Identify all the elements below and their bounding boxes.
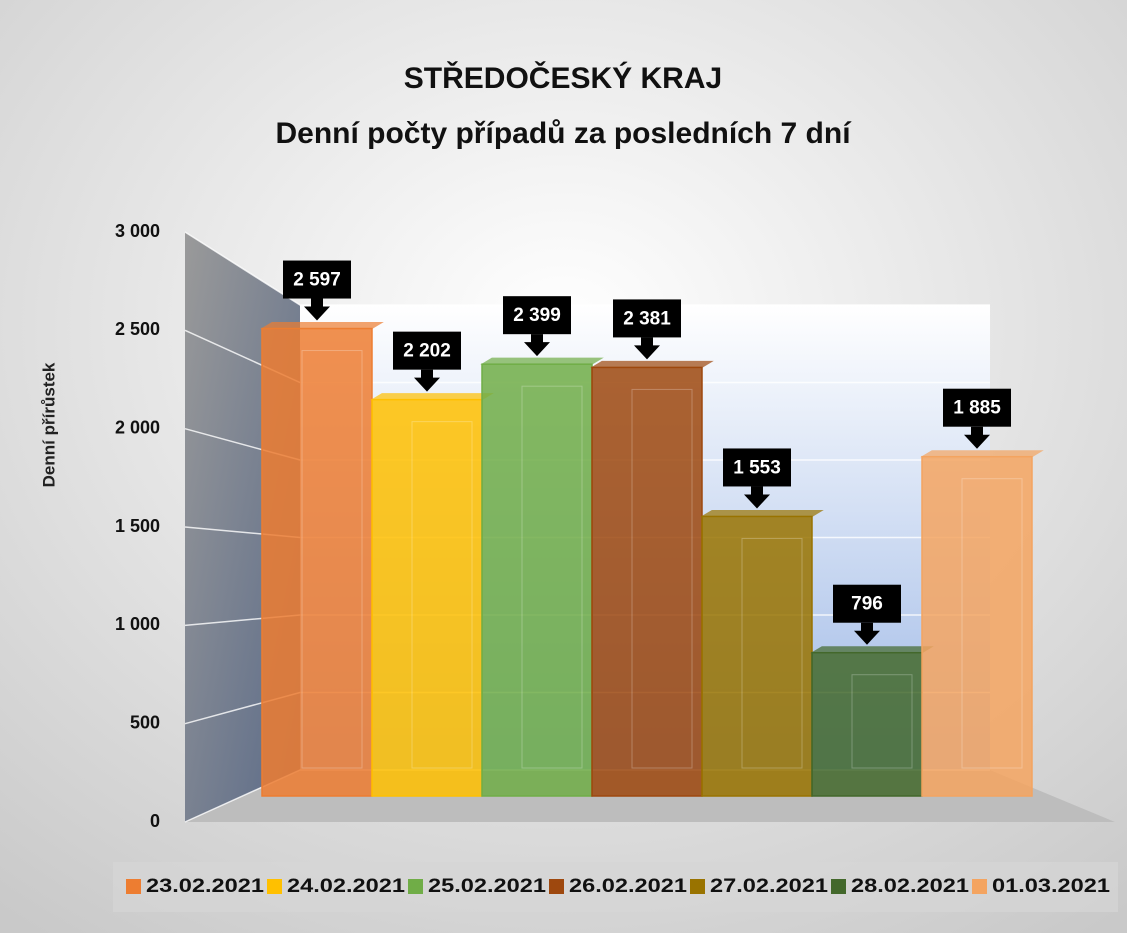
data-label: 2 202 — [403, 341, 451, 362]
legend-label: 28.02.2021 — [851, 876, 970, 897]
data-label-box — [943, 388, 1011, 427]
bar — [921, 455, 1033, 797]
bar — [591, 366, 703, 797]
bar-inner — [631, 388, 693, 769]
y-axis-label: Denní přírůstek — [39, 362, 58, 487]
bar-inner — [851, 674, 913, 769]
chart-subtitle: Denní počty případů za posledních 7 dní — [275, 117, 852, 150]
data-label-arrow — [304, 298, 330, 321]
data-label-box — [393, 331, 461, 370]
legend-swatch — [126, 879, 141, 894]
bar-inner — [411, 421, 473, 769]
data-label: 2 399 — [513, 305, 561, 326]
bar — [481, 363, 593, 797]
data-label-arrow — [854, 622, 880, 645]
y-tick-label: 1 000 — [115, 614, 160, 634]
data-label-arrow — [414, 369, 440, 392]
legend-label: 27.02.2021 — [710, 876, 829, 897]
bar-top — [260, 322, 384, 330]
data-label-box — [613, 299, 681, 338]
data-label-arrow — [634, 337, 660, 360]
legend-label: 26.02.2021 — [569, 876, 688, 897]
bar-inner — [521, 385, 583, 769]
bar-inner — [961, 478, 1023, 769]
y-tick-label: 500 — [130, 712, 160, 732]
bar — [261, 327, 373, 797]
y-tick-label: 1 500 — [115, 516, 160, 536]
bar — [371, 398, 483, 797]
data-label: 2 597 — [293, 270, 341, 291]
legend-swatch — [408, 879, 423, 894]
bar-top — [920, 450, 1044, 458]
data-label-arrow — [964, 426, 990, 449]
data-label-arrow — [744, 486, 770, 509]
legend-label: 25.02.2021 — [428, 876, 547, 897]
bar — [701, 515, 813, 797]
legend-swatch — [267, 879, 282, 894]
data-label-box — [283, 260, 351, 299]
data-label: 2 381 — [623, 308, 671, 329]
y-tick-label: 3 000 — [115, 221, 160, 241]
legend-swatch — [831, 879, 846, 894]
legend-label: 23.02.2021 — [146, 876, 265, 897]
data-label: 1 885 — [953, 398, 1001, 419]
grid-line — [184, 231, 990, 306]
data-label-box — [833, 584, 901, 623]
chart-title: STŘEDOČESKÝ KRAJ — [404, 61, 722, 95]
legend-swatch — [549, 879, 564, 894]
bar-inner — [301, 350, 363, 769]
bar-top — [810, 646, 934, 654]
legend-swatch — [972, 879, 987, 894]
legend-label: 24.02.2021 — [287, 876, 406, 897]
data-label: 1 553 — [733, 457, 781, 478]
bar-top — [370, 393, 494, 401]
data-label: 796 — [851, 594, 883, 615]
data-label-box — [503, 296, 571, 335]
bar — [811, 651, 923, 797]
data-label-box — [723, 448, 791, 487]
bar-top — [480, 357, 604, 365]
legend-label: 01.03.2021 — [992, 876, 1111, 897]
bar-top — [590, 360, 714, 368]
legend-swatch — [690, 879, 705, 894]
y-tick-label: 0 — [150, 811, 160, 831]
data-label-arrow — [524, 334, 550, 357]
y-tick-label: 2 000 — [115, 417, 160, 437]
y-tick-label: 2 500 — [115, 319, 160, 339]
bar-inner — [741, 537, 803, 769]
bar-top — [700, 509, 824, 517]
